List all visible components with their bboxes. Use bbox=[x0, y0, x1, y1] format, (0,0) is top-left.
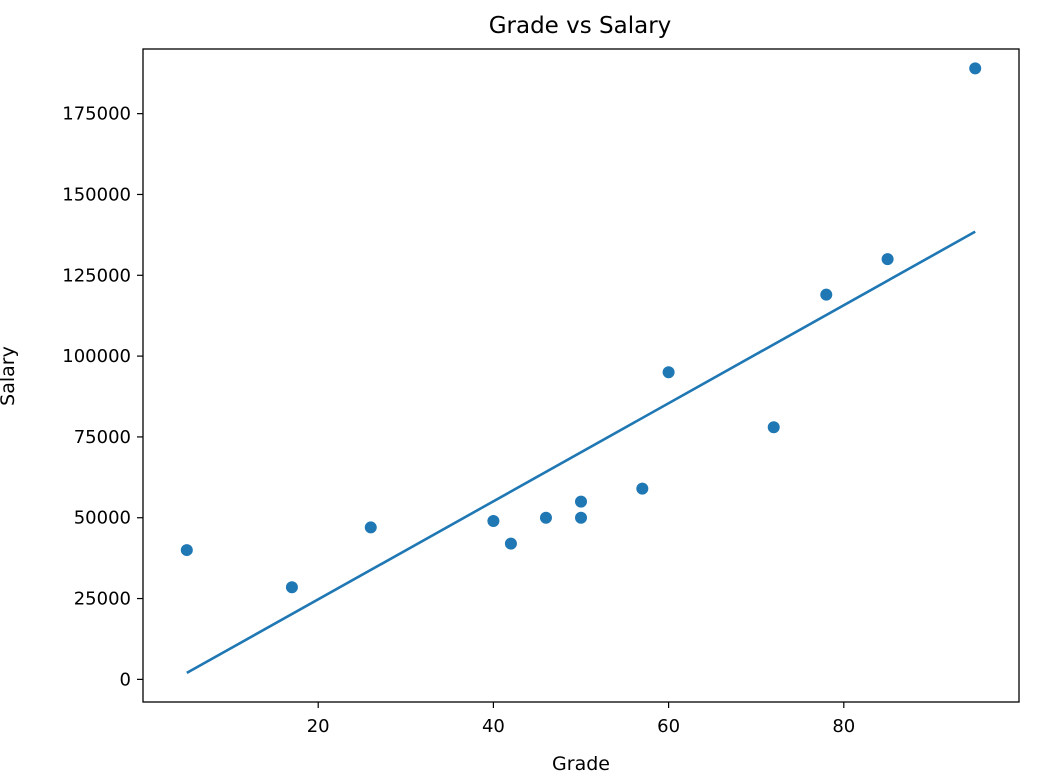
data-point bbox=[636, 482, 649, 495]
x-tick-label: 20 bbox=[307, 716, 330, 737]
plot-layer bbox=[180, 62, 982, 675]
y-tick-label: 25000 bbox=[74, 589, 131, 610]
data-point bbox=[539, 511, 552, 524]
chart-title: Grade vs Salary bbox=[489, 13, 672, 39]
y-tick-label: 175000 bbox=[62, 104, 131, 125]
data-point bbox=[662, 366, 675, 379]
y-tick-label: 50000 bbox=[74, 508, 131, 529]
y-tick-label: 100000 bbox=[62, 346, 131, 367]
data-point bbox=[180, 544, 193, 557]
data-point bbox=[285, 581, 298, 594]
data-point bbox=[767, 421, 780, 434]
plot-frame bbox=[142, 48, 1020, 703]
x-tick-label: 60 bbox=[657, 716, 680, 737]
data-point bbox=[575, 511, 587, 524]
y-tick-label: 75000 bbox=[74, 427, 131, 448]
data-point bbox=[820, 288, 833, 301]
data-point bbox=[364, 521, 377, 534]
y-axis-label: Salary bbox=[0, 346, 19, 406]
x-axis-label: Grade bbox=[552, 753, 610, 775]
y-tick-label: 150000 bbox=[62, 184, 131, 205]
y-tick-label: 0 bbox=[120, 669, 131, 690]
fit-line bbox=[186, 230, 976, 675]
y-tick-label: 125000 bbox=[62, 265, 131, 286]
data-point bbox=[575, 495, 587, 508]
data-point bbox=[504, 537, 517, 550]
x-tick-label: 80 bbox=[832, 716, 855, 737]
data-point bbox=[881, 253, 894, 266]
data-point bbox=[487, 514, 500, 527]
x-tick-label: 40 bbox=[482, 716, 505, 737]
data-point bbox=[969, 62, 982, 75]
